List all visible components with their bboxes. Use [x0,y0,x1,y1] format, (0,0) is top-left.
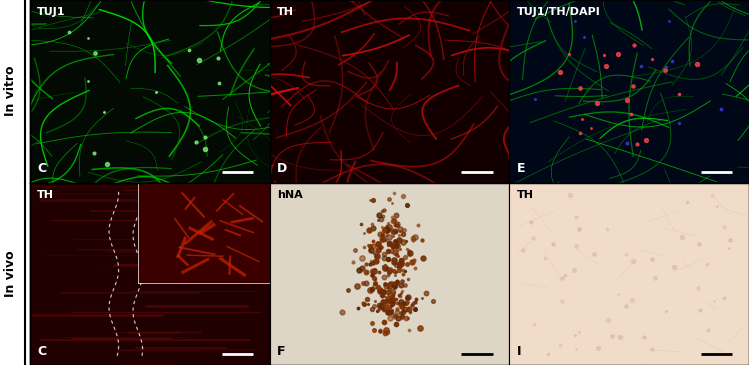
Text: TH: TH [517,190,533,200]
Text: TH: TH [37,190,54,200]
Text: E: E [517,162,525,175]
Text: I: I [517,345,521,358]
Text: TH: TH [277,7,294,17]
Text: hNA: hNA [277,190,303,200]
Text: In vitro: In vitro [4,66,17,116]
Text: C: C [37,345,46,358]
Text: D: D [277,162,287,175]
Text: C: C [37,162,46,175]
Text: TUJ1/TH/DAPI: TUJ1/TH/DAPI [517,7,600,17]
Text: TUJ1: TUJ1 [37,7,66,17]
Text: In vivo: In vivo [4,250,17,297]
Text: F: F [277,345,285,358]
